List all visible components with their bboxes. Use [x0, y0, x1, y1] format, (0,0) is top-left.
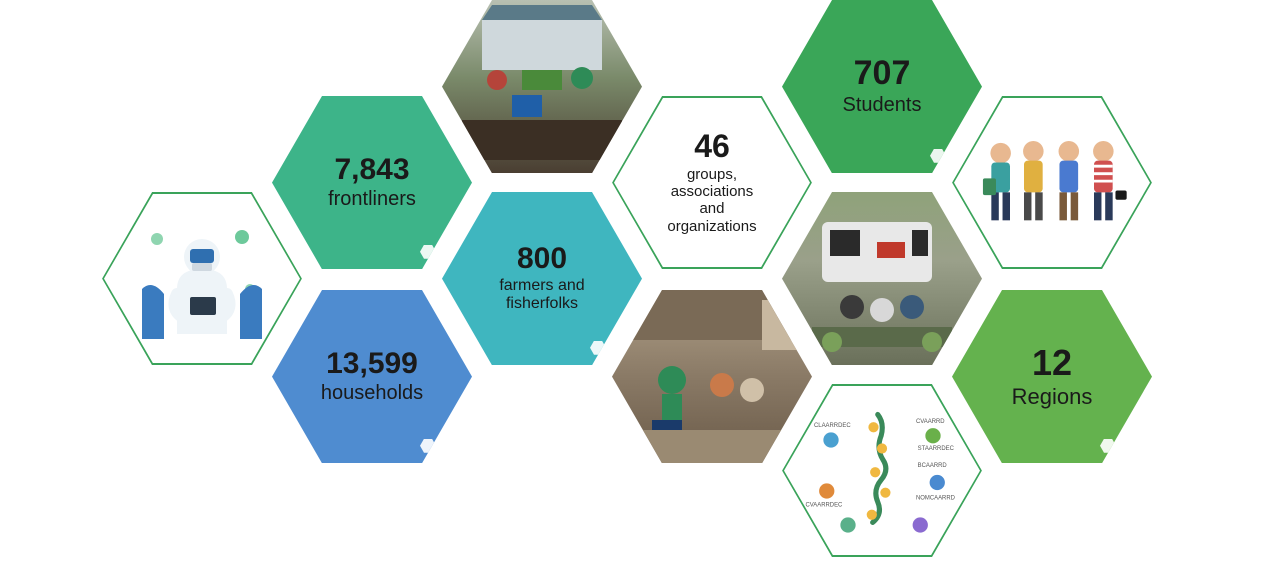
hex-groups: 46 groups, associations and organization… — [612, 96, 812, 269]
svg-text:CVAARRD: CVAARRD — [916, 419, 945, 425]
hex-relief-photo: relief-van-photo — [782, 192, 982, 365]
infographic-stage: 7,843 frontliners 13,599 households farm… — [0, 0, 1280, 581]
hex-accent-icon — [420, 439, 436, 453]
stat-number: 707 — [854, 56, 911, 92]
stat-label: Regions — [1012, 384, 1093, 409]
hex-students: 707 Students — [782, 0, 982, 173]
hex-map: CLAARRDEC CVAARRD STAARRDEC BCAARRD CVAA… — [782, 384, 982, 557]
hex-accent-icon — [1100, 439, 1116, 453]
hex-regions: 12 Regions — [952, 290, 1152, 463]
stat-label: households — [321, 382, 423, 405]
hex-farming-photo: farming-activity-photo — [442, 0, 642, 173]
svg-text:CLAARRDEC: CLAARRDEC — [814, 423, 851, 429]
image-label: relief-van-photo — [847, 346, 916, 357]
stat-number: 12 — [1032, 344, 1072, 382]
svg-text:BCAARRD: BCAARRD — [918, 463, 947, 469]
students-cartoon-icon — [972, 113, 1132, 252]
stat-number: 46 — [694, 130, 730, 164]
stat-number: 13,599 — [326, 348, 418, 380]
ppe-worker-icon — [122, 209, 282, 348]
stat-number: 7,843 — [334, 154, 409, 186]
image-label: community-distribution-photo — [662, 433, 762, 455]
hex-community-photo: community-distribution-photo — [612, 290, 812, 463]
hex-farmers: 800 farmers and fisherfolks — [442, 192, 642, 365]
stat-label: farmers and fisherfolks — [499, 277, 584, 314]
svg-text:STAARRDEC: STAARRDEC — [918, 446, 955, 452]
hex-frontliner-illustration — [102, 192, 302, 365]
stat-number: 800 — [517, 243, 567, 275]
hex-students-illustration — [952, 96, 1152, 269]
image-label: farming-activity-photo — [494, 154, 590, 165]
stat-label: groups, associations and organizations — [667, 166, 756, 235]
hex-accent-icon — [590, 341, 606, 355]
hex-accent-icon — [930, 149, 946, 163]
hex-households: 13,599 households — [272, 290, 472, 463]
svg-text:NOMCAARRD: NOMCAARRD — [916, 495, 955, 501]
svg-text:CVAARRDEC: CVAARRDEC — [806, 502, 844, 508]
stat-label: Students — [843, 94, 922, 117]
hex-frontliners: 7,843 frontliners — [272, 96, 472, 269]
stat-label: frontliners — [328, 188, 416, 211]
hex-accent-icon — [420, 245, 436, 259]
